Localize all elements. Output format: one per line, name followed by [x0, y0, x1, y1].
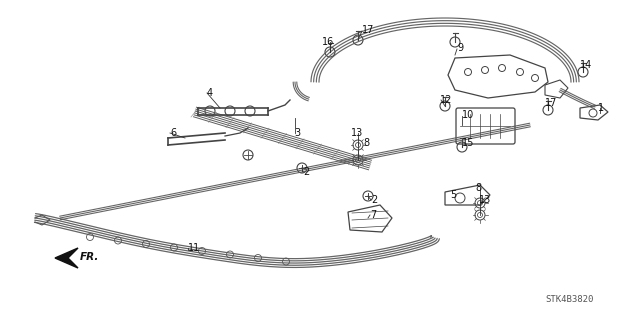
Text: STK4B3820: STK4B3820	[545, 295, 593, 305]
Text: 7: 7	[370, 210, 376, 220]
Text: 2: 2	[371, 195, 377, 205]
Polygon shape	[55, 248, 78, 268]
Text: 11: 11	[188, 243, 200, 253]
Text: FR.: FR.	[80, 252, 99, 262]
Text: 13: 13	[479, 195, 492, 205]
Text: 15: 15	[462, 138, 474, 148]
Text: 14: 14	[580, 60, 592, 70]
Text: 17: 17	[545, 98, 557, 108]
Text: 6: 6	[170, 128, 176, 138]
Text: 2: 2	[303, 167, 309, 177]
Text: 1: 1	[598, 103, 604, 113]
Text: 5: 5	[450, 190, 456, 200]
Text: 4: 4	[207, 88, 213, 98]
Text: 16: 16	[322, 37, 334, 47]
Text: 9: 9	[457, 43, 463, 53]
Text: 12: 12	[440, 95, 452, 105]
Text: 17: 17	[362, 25, 374, 35]
Text: 8: 8	[475, 183, 481, 193]
Text: 8: 8	[363, 138, 369, 148]
Text: 13: 13	[351, 128, 364, 138]
Text: 3: 3	[294, 128, 300, 138]
Text: 10: 10	[462, 110, 474, 120]
